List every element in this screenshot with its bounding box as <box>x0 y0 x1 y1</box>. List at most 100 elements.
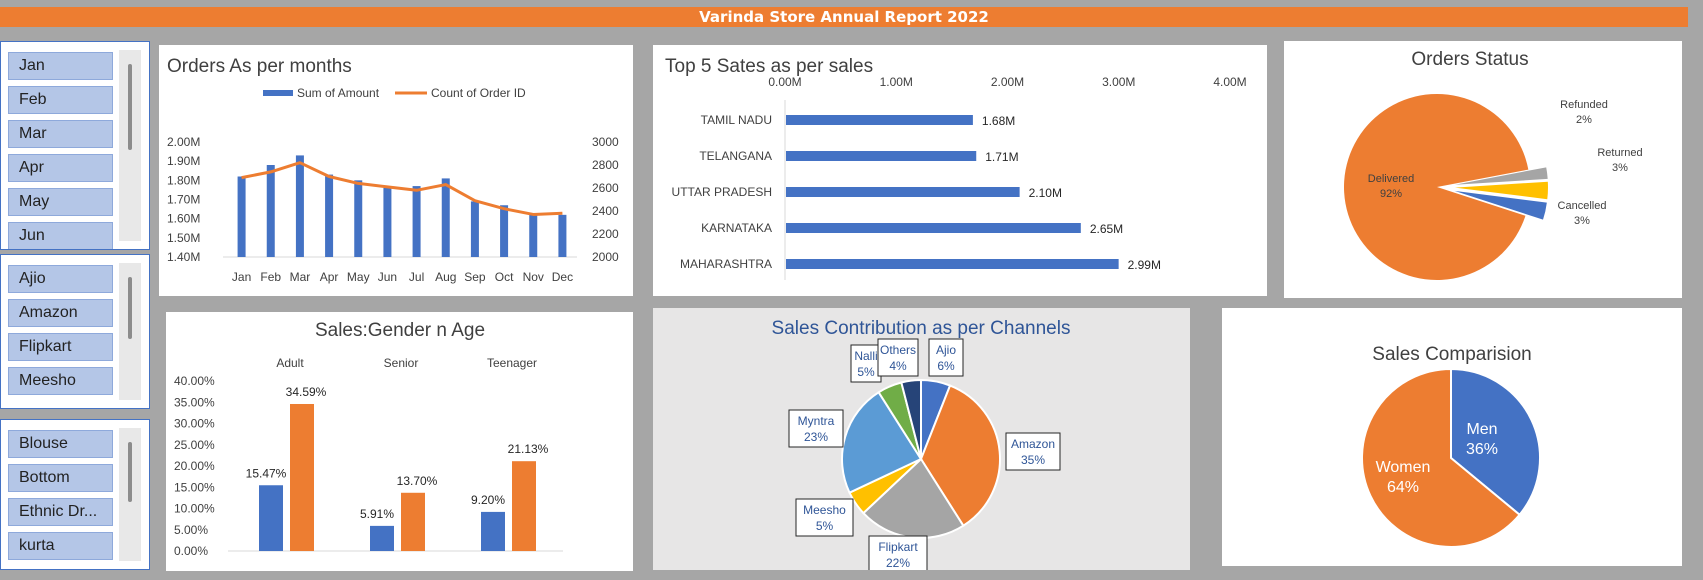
category-label: Senior <box>384 356 419 370</box>
x-tick-label: 1.00M <box>880 75 913 89</box>
slice-name-label: Men <box>1466 421 1497 438</box>
data-callout-box <box>788 409 844 448</box>
data-label: 2.99M <box>1128 258 1161 272</box>
callout-value-label: 22% <box>886 556 910 570</box>
slice-name-label: Returned <box>1597 147 1642 159</box>
bar-maharashtra <box>786 259 1119 269</box>
x-tick-label: 2.00M <box>991 75 1024 89</box>
bar-adult-0 <box>259 485 283 551</box>
x-tick-label: Aug <box>435 270 456 284</box>
bar-uttar-pradesh <box>786 187 1020 197</box>
bar-amount-jul <box>412 186 421 257</box>
x-tick-label: Dec <box>552 270 573 284</box>
slicer-item-ethnic-dr-[interactable]: Ethnic Dr... <box>8 498 113 526</box>
slicer-item-ajio[interactable]: Ajio <box>8 265 113 293</box>
data-label: 1.68M <box>982 114 1015 128</box>
data-label: 34.59% <box>286 385 327 399</box>
line-order-count <box>241 161 563 216</box>
category-slicer[interactable]: Blouse Bottom Ethnic Dr... kurta <box>0 419 150 570</box>
callout-value-label: 23% <box>804 430 828 444</box>
slicer-item-bottom[interactable]: Bottom <box>8 464 113 492</box>
y-left-tick-label: 1.80M <box>167 173 200 187</box>
y-category-label: TAMIL NADU <box>701 113 772 127</box>
bar-teenager-1 <box>512 461 536 551</box>
y-category-label: KARNATAKA <box>701 221 772 235</box>
slicer-item-feb[interactable]: Feb <box>8 86 113 114</box>
gender-slice-men <box>1450 367 1541 517</box>
slicer-item-mar[interactable]: Mar <box>8 120 113 148</box>
y-right-tick-label: 3000 <box>592 135 619 149</box>
slicer-item-may[interactable]: May <box>8 188 113 216</box>
slicer-scroll-thumb[interactable] <box>128 277 132 339</box>
callout-name-label: Amazon <box>1011 437 1055 451</box>
gender-slice-women <box>1361 367 1521 548</box>
month-slicer[interactable]: Jan Feb Mar Apr May Jun <box>0 41 150 250</box>
data-label: 5.91% <box>360 507 394 521</box>
slice-value-label: 92% <box>1380 188 1402 200</box>
y-right-tick-label: 2200 <box>592 227 619 241</box>
y-category-label: MAHARASHTRA <box>680 257 772 271</box>
channel-slice-myntra <box>841 390 923 494</box>
orders-months-chart: Orders As per months Sum of Amount Count o… <box>167 56 619 284</box>
channel-slice-others <box>900 378 922 460</box>
bar-amount-may <box>354 180 363 257</box>
gender-age-panel: Sales:Gender n Age 0.00% 5.00% 10.00% 15.00%… <box>166 312 633 571</box>
slice-name-label: Women <box>1376 459 1431 476</box>
legend-label-amount: Sum of Amount <box>297 86 380 100</box>
status-slice-returned <box>1454 181 1548 200</box>
chart-title: Sales Comparision <box>1372 344 1531 365</box>
y-tick-label: 40.00% <box>174 374 215 388</box>
callout-name-label: Myntra <box>798 414 835 428</box>
chart-title: Orders As per months <box>167 56 352 77</box>
bar-amount-mar <box>295 155 304 257</box>
orders-status-panel: Orders Status Delivered 92% Refunded 2% Retur… <box>1284 41 1682 298</box>
gender-age-chart: Sales:Gender n Age 0.00% 5.00% 10.00% 15.00%… <box>174 320 563 558</box>
x-tick-label: Mar <box>290 270 311 284</box>
report-title: Varinda Store Annual Report 2022 <box>0 7 1688 27</box>
slicer-item-flipkart[interactable]: Flipkart <box>8 333 113 361</box>
slicer-item-apr[interactable]: Apr <box>8 154 113 182</box>
y-left-tick-label: 2.00M <box>167 135 200 149</box>
bar-senior-0 <box>370 525 394 551</box>
channel-slice-amazon <box>919 384 1001 528</box>
channels-chart: Sales Contribution as per Channels Ajio 6%… <box>772 318 1070 574</box>
x-tick-label: Sep <box>464 270 486 284</box>
bar-amount-jan <box>237 176 246 257</box>
x-tick-label: Feb <box>260 270 281 284</box>
channel-slicer[interactable]: Ajio Amazon Flipkart Meesho <box>0 254 150 409</box>
bar-amount-oct <box>500 205 509 257</box>
y-left-tick-label: 1.90M <box>167 154 200 168</box>
bar-amount-apr <box>325 174 334 257</box>
slicer-scroll-thumb[interactable] <box>128 442 132 502</box>
callout-name-label: Ajio <box>936 343 956 357</box>
x-tick-label: Jan <box>232 270 251 284</box>
y-tick-label: 35.00% <box>174 395 215 409</box>
slicer-item-kurta[interactable]: kurta <box>8 532 113 560</box>
slicer-item-blouse[interactable]: Blouse <box>8 430 113 458</box>
bar-amount-jun <box>383 188 392 257</box>
data-callout-box <box>928 338 964 377</box>
slicer-item-jan[interactable]: Jan <box>8 52 113 80</box>
slicer-scroll-thumb[interactable] <box>128 64 132 150</box>
slice-value-label: 64% <box>1387 479 1419 496</box>
bar-amount-sep <box>470 201 479 257</box>
data-callout-box <box>1005 432 1061 471</box>
y-right-tick-label: 2000 <box>592 250 619 264</box>
x-tick-label: Nov <box>523 270 544 284</box>
bar-karnataka <box>786 223 1081 233</box>
y-tick-label: 25.00% <box>174 438 215 452</box>
slicer-item-jun[interactable]: Jun <box>8 222 113 249</box>
x-tick-label: Oct <box>495 270 514 284</box>
category-label: Adult <box>276 356 304 370</box>
y-tick-label: 10.00% <box>174 502 215 516</box>
channels-panel: Sales Contribution as per Channels Ajio 6%… <box>653 308 1190 574</box>
top-states-panel: Top 5 Sates as per sales 0.00M 1.00M 2.00M 3… <box>653 45 1267 296</box>
y-tick-label: 20.00% <box>174 459 215 473</box>
data-label: 21.13% <box>508 442 549 456</box>
slicer-item-meesho[interactable]: Meesho <box>8 367 113 395</box>
bar-adult-1 <box>290 403 314 551</box>
slicer-item-amazon[interactable]: Amazon <box>8 299 113 327</box>
data-label: 2.65M <box>1090 222 1123 236</box>
data-label: 1.71M <box>985 150 1018 164</box>
orders-months-panel: Orders As per months Sum of Amount Count o… <box>159 45 633 296</box>
